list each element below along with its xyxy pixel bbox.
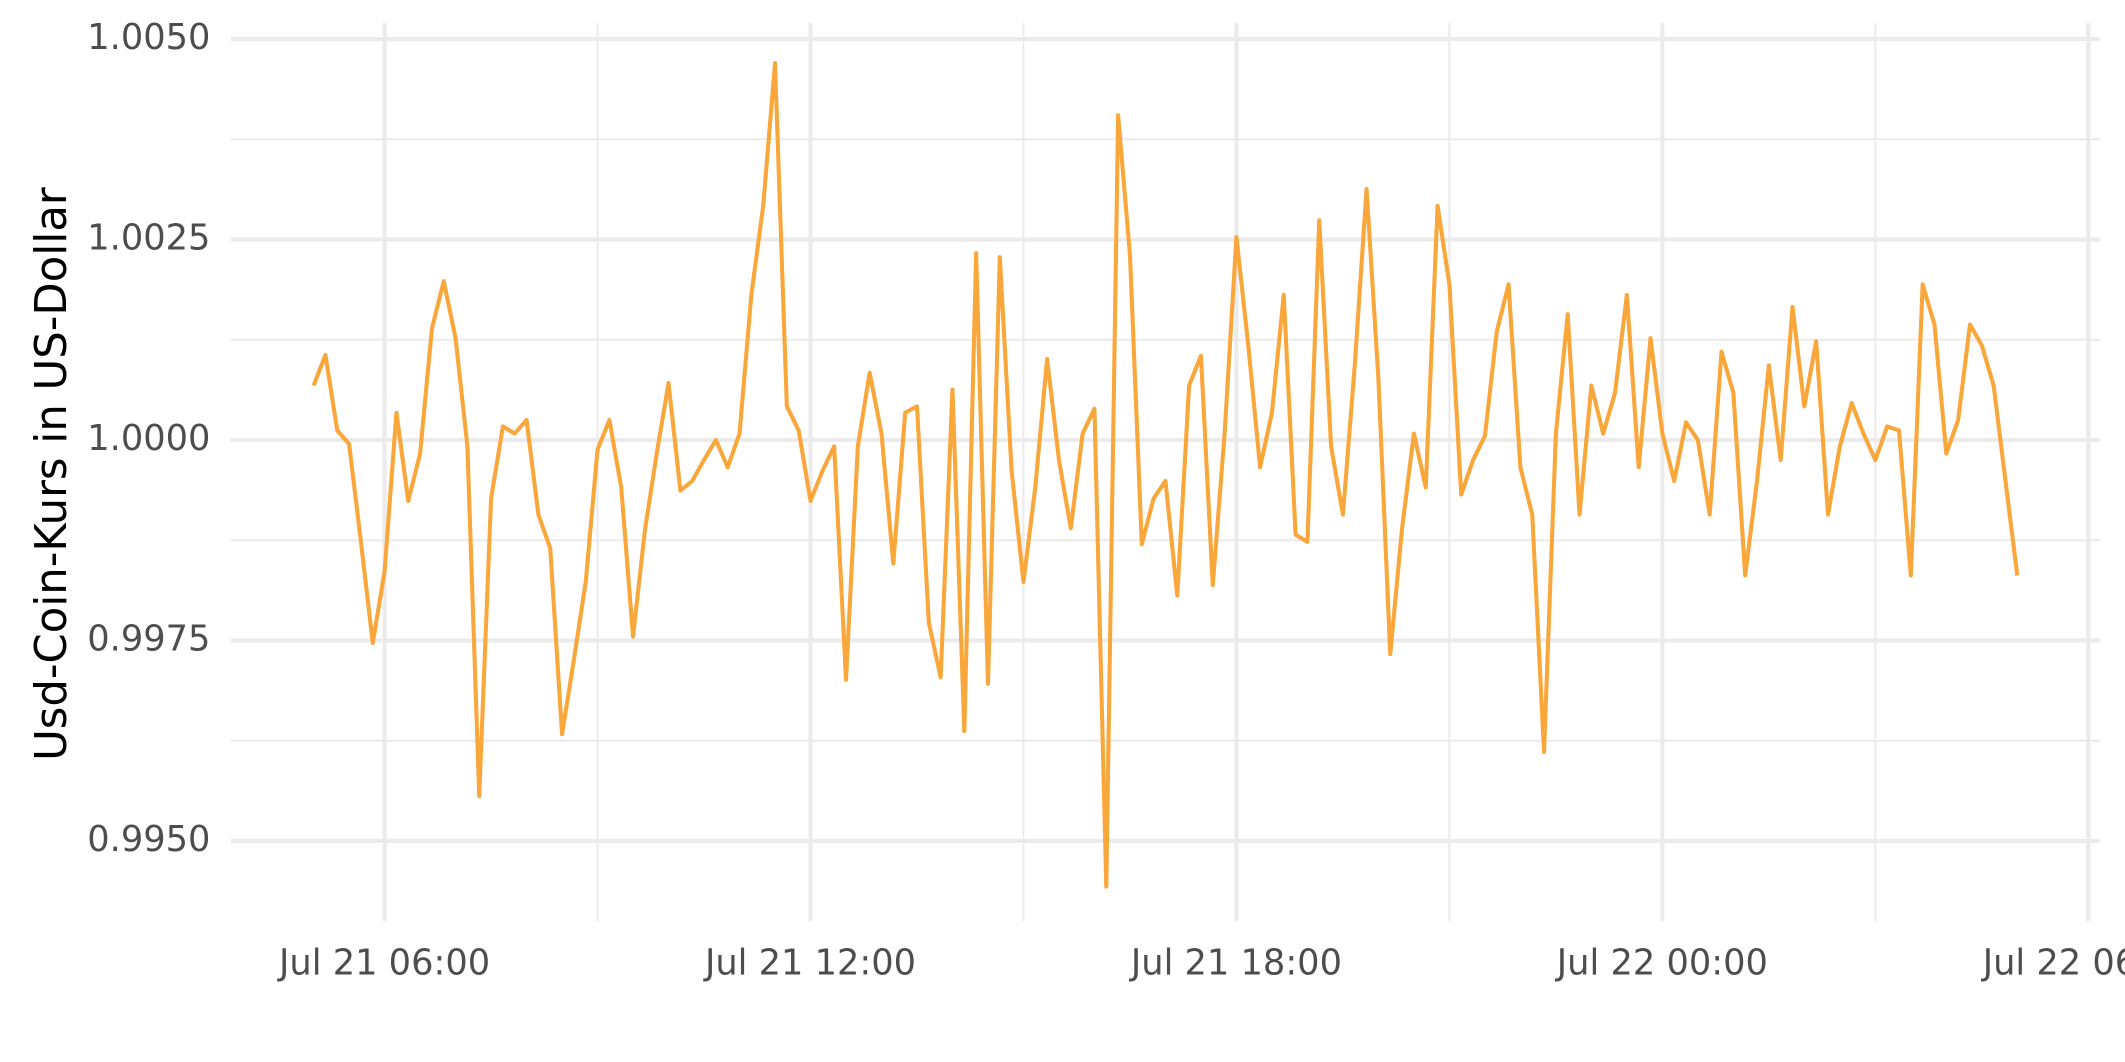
y-tick-label: 1.0000 [87,418,210,459]
y-tick-label: 0.9975 [87,618,210,659]
x-tick-label: Jul 21 18:00 [1129,942,1342,983]
x-tick-label: Jul 22 06:00 [1981,942,2125,983]
data-line [311,61,2020,889]
x-tick-label: Jul 21 12:00 [703,942,916,983]
y-tick-label: 1.0050 [87,17,210,58]
x-tick-label: Jul 21 06:00 [277,942,490,983]
plot [311,61,2020,889]
y-tick-label: 1.0025 [87,218,210,259]
x-tick-label: Jul 22 00:00 [1555,942,1768,983]
y-axis-label: Usd-Coin-Kurs in US-Dollar [27,187,77,761]
grid [230,23,2101,922]
y-tick-label: 0.9950 [87,819,210,860]
